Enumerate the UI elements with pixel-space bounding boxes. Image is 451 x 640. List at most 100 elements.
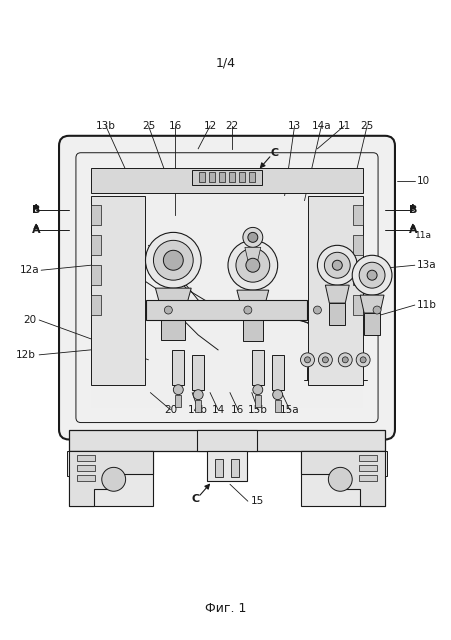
Bar xyxy=(172,350,184,385)
Text: B: B xyxy=(32,205,40,216)
Text: A: A xyxy=(32,225,41,236)
Text: 11: 11 xyxy=(337,121,350,131)
Text: 14a: 14a xyxy=(311,121,331,131)
Bar xyxy=(254,395,260,406)
Circle shape xyxy=(351,255,391,295)
Circle shape xyxy=(252,385,262,395)
Bar xyxy=(192,170,261,184)
FancyBboxPatch shape xyxy=(59,136,394,440)
Circle shape xyxy=(145,232,201,288)
Bar xyxy=(146,300,307,320)
Circle shape xyxy=(272,390,282,399)
Bar xyxy=(274,399,280,412)
Circle shape xyxy=(242,227,262,247)
Circle shape xyxy=(164,306,172,314)
Circle shape xyxy=(322,357,327,363)
Text: 14b: 14b xyxy=(188,404,207,415)
Bar xyxy=(77,465,95,471)
Circle shape xyxy=(317,245,356,285)
Bar xyxy=(271,355,283,390)
Text: 16: 16 xyxy=(231,404,244,415)
Bar xyxy=(251,350,263,385)
Bar xyxy=(77,476,95,481)
Bar xyxy=(230,460,239,477)
Bar xyxy=(199,172,205,182)
Circle shape xyxy=(372,306,380,314)
Text: 13: 13 xyxy=(287,121,300,131)
Bar xyxy=(239,172,244,182)
Bar xyxy=(229,172,235,182)
Bar xyxy=(197,429,256,451)
Circle shape xyxy=(355,353,369,367)
Circle shape xyxy=(193,390,202,399)
Text: 16: 16 xyxy=(168,121,182,131)
Text: B: B xyxy=(408,205,416,216)
Text: C: C xyxy=(191,494,199,504)
Circle shape xyxy=(359,357,365,363)
Polygon shape xyxy=(244,247,260,260)
Bar xyxy=(300,451,384,506)
Text: 13a: 13a xyxy=(416,260,436,270)
Text: 20: 20 xyxy=(23,315,36,325)
Circle shape xyxy=(324,252,350,278)
Polygon shape xyxy=(69,451,153,506)
Bar xyxy=(77,456,95,461)
Bar xyxy=(192,355,204,390)
Bar xyxy=(161,310,185,340)
Text: 14: 14 xyxy=(211,404,224,415)
Circle shape xyxy=(318,353,331,367)
Circle shape xyxy=(101,467,125,492)
Circle shape xyxy=(300,353,314,367)
Polygon shape xyxy=(155,288,191,310)
Bar xyxy=(359,476,376,481)
Text: C: C xyxy=(270,148,278,157)
Text: 15: 15 xyxy=(251,496,264,506)
Polygon shape xyxy=(359,295,383,313)
Bar xyxy=(91,236,101,255)
Text: 12a: 12a xyxy=(19,265,39,275)
Bar xyxy=(91,295,101,315)
Text: Фиг. 1: Фиг. 1 xyxy=(205,602,246,615)
Polygon shape xyxy=(300,451,384,506)
Circle shape xyxy=(359,262,384,288)
Circle shape xyxy=(235,248,269,282)
Bar xyxy=(91,205,101,225)
Polygon shape xyxy=(325,285,349,303)
Bar xyxy=(352,295,362,315)
Bar xyxy=(195,399,201,412)
Text: 12: 12 xyxy=(203,121,216,131)
Circle shape xyxy=(245,259,259,272)
Bar xyxy=(242,313,262,341)
Bar xyxy=(67,451,101,476)
Text: 22: 22 xyxy=(225,121,238,131)
Bar xyxy=(209,172,215,182)
Bar xyxy=(219,172,225,182)
Circle shape xyxy=(153,241,193,280)
Bar xyxy=(175,395,181,406)
Bar xyxy=(91,168,362,193)
Bar xyxy=(352,265,362,285)
Bar xyxy=(69,429,384,451)
Bar xyxy=(352,205,362,225)
Circle shape xyxy=(366,270,376,280)
Circle shape xyxy=(173,385,183,395)
Circle shape xyxy=(331,260,341,270)
Circle shape xyxy=(163,250,183,270)
Bar xyxy=(359,456,376,461)
Bar xyxy=(91,168,362,408)
Circle shape xyxy=(227,241,277,290)
Bar xyxy=(352,236,362,255)
Text: 25: 25 xyxy=(142,121,155,131)
Text: 10: 10 xyxy=(416,175,429,186)
Bar xyxy=(69,451,153,506)
Circle shape xyxy=(313,306,321,314)
Bar xyxy=(91,196,145,385)
Circle shape xyxy=(244,306,251,314)
Circle shape xyxy=(327,467,351,492)
Text: 1/4: 1/4 xyxy=(216,56,235,70)
Bar xyxy=(91,265,101,285)
Bar xyxy=(249,172,254,182)
Text: 11b: 11b xyxy=(416,300,436,310)
Circle shape xyxy=(337,353,351,367)
Circle shape xyxy=(247,232,257,243)
